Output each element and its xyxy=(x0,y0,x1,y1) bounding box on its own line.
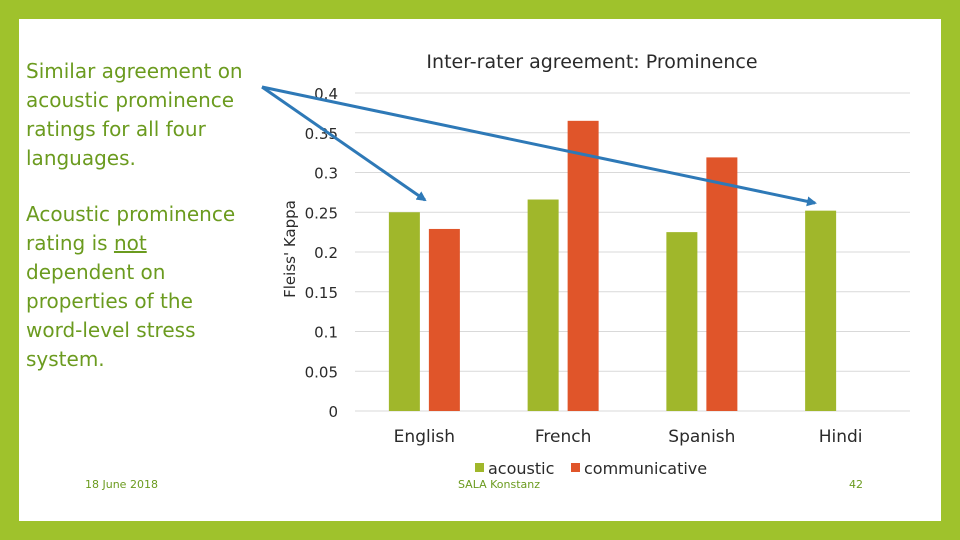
y-tick-label: 0.2 xyxy=(314,244,338,262)
bar-communicative xyxy=(428,228,460,411)
bar-communicative xyxy=(567,120,599,411)
x-tick-label: Spanish xyxy=(668,427,735,447)
y-tick-label: 0.15 xyxy=(305,284,338,302)
bar-acoustic xyxy=(527,199,559,411)
summary-text: Similar agreement on acoustic prominence… xyxy=(26,59,243,170)
bars xyxy=(388,120,837,411)
y-tick-label: 0.35 xyxy=(305,125,338,143)
arrow-to-english xyxy=(261,85,427,202)
y-tick-label: 0.1 xyxy=(314,324,338,342)
x-tick-label: Hindi xyxy=(819,427,863,447)
y-axis-label: Fleiss' Kappa xyxy=(281,200,299,298)
legend-swatch-acoustic xyxy=(475,463,484,472)
bar-communicative xyxy=(706,157,738,411)
bar-acoustic xyxy=(666,232,698,411)
emphasis-not: not xyxy=(113,231,147,255)
footer-venue: SALA Konstanz xyxy=(458,478,541,491)
legend: acoustic communicative xyxy=(475,459,707,478)
y-tick-label: 0.05 xyxy=(305,363,338,381)
x-tick-label: French xyxy=(535,427,592,447)
y-tick-labels: 00.050.10.150.20.250.30.350.4 xyxy=(305,85,338,421)
conclusion-text-start: Acoustic prominence rating is xyxy=(26,202,236,255)
y-tick-label: 0.3 xyxy=(314,165,338,183)
bar-acoustic xyxy=(805,210,837,411)
chart-title: Inter-rater agreement: Prominence xyxy=(426,51,757,73)
arrow-to-hindi xyxy=(261,85,817,207)
conclusion-text: Acoustic prominence rating is not depend… xyxy=(26,200,241,374)
x-tick-label: English xyxy=(394,427,455,447)
legend-label-acoustic: acoustic xyxy=(488,459,554,478)
slide xyxy=(19,19,941,521)
conclusion-text-end: dependent on properties of the word-leve… xyxy=(26,260,196,371)
footer-page-number: 42 xyxy=(849,478,863,491)
x-tick-labels: English French Spanish Hindi xyxy=(394,427,863,447)
legend-label-communicative: communicative xyxy=(584,459,707,478)
annotation-arrows xyxy=(261,85,817,207)
y-tick-label: 0 xyxy=(328,403,338,421)
y-tick-label: 0.25 xyxy=(305,204,338,222)
legend-swatch-communicative xyxy=(571,463,580,472)
footer-date: 18 June 2018 xyxy=(85,478,158,491)
bar-acoustic xyxy=(388,212,420,411)
